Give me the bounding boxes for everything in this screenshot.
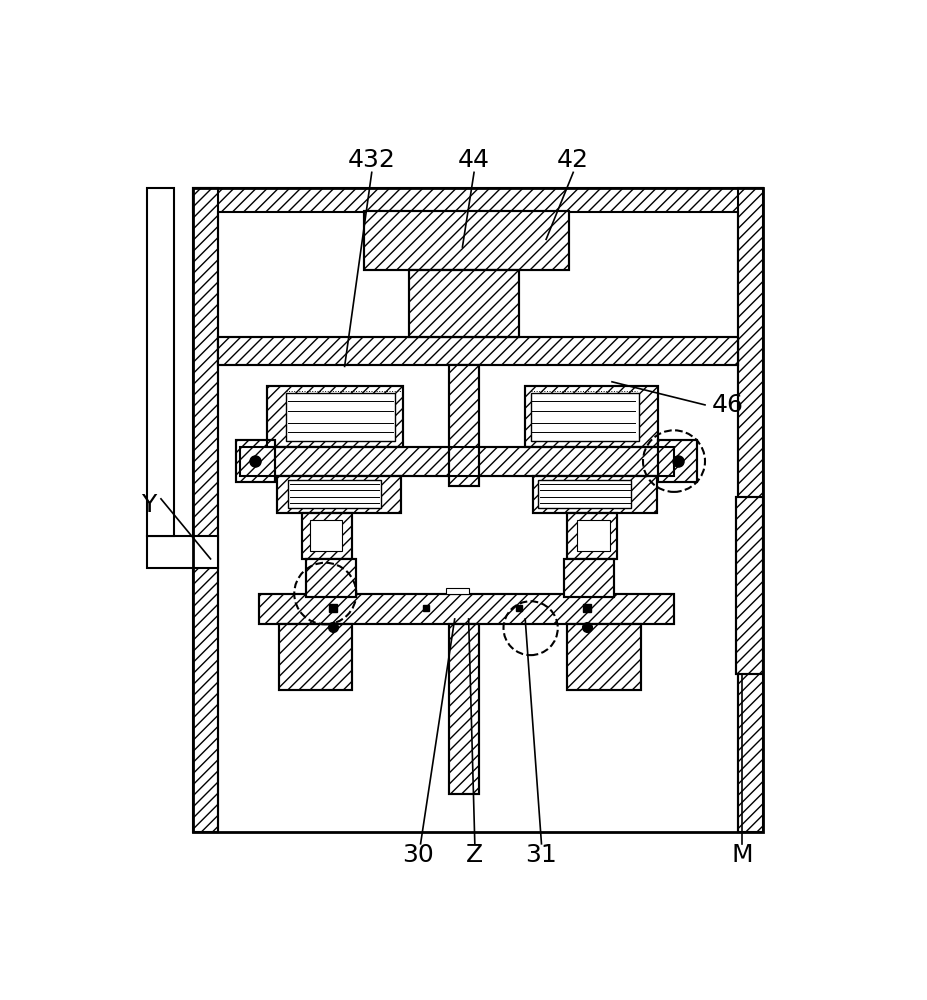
Bar xyxy=(530,393,639,441)
Text: 46: 46 xyxy=(712,393,743,417)
Bar xyxy=(363,211,569,270)
Bar xyxy=(310,520,342,551)
Text: 30: 30 xyxy=(402,843,434,867)
Bar xyxy=(532,476,656,513)
Text: Y: Y xyxy=(141,493,156,517)
Bar xyxy=(194,188,218,832)
Bar xyxy=(259,594,673,624)
Bar xyxy=(735,497,762,674)
Text: 42: 42 xyxy=(556,148,589,172)
Bar xyxy=(538,480,630,508)
Bar xyxy=(409,270,518,337)
Bar xyxy=(306,559,356,597)
Bar xyxy=(449,365,478,486)
Bar xyxy=(446,588,469,594)
Bar xyxy=(532,476,656,513)
Bar xyxy=(525,386,658,447)
Bar xyxy=(146,188,174,536)
Bar xyxy=(658,440,696,482)
Bar xyxy=(409,270,518,337)
Bar xyxy=(278,624,352,690)
Bar xyxy=(449,365,478,486)
Bar xyxy=(235,440,274,482)
Bar xyxy=(267,386,402,447)
Text: 432: 432 xyxy=(348,148,395,172)
Bar xyxy=(146,536,218,568)
Bar xyxy=(301,513,352,559)
Bar xyxy=(566,513,616,559)
Bar xyxy=(278,624,352,690)
Bar xyxy=(735,497,762,674)
Bar xyxy=(194,188,762,832)
Text: Z: Z xyxy=(465,843,482,867)
Bar xyxy=(286,393,395,441)
Bar xyxy=(658,440,696,482)
Bar xyxy=(566,513,616,559)
Bar xyxy=(566,624,640,690)
Bar xyxy=(287,480,381,508)
Bar xyxy=(277,476,400,513)
Bar xyxy=(194,188,762,212)
Bar xyxy=(738,188,762,832)
Bar xyxy=(564,559,614,597)
Bar xyxy=(577,520,609,551)
Bar xyxy=(240,447,673,476)
Bar xyxy=(525,386,658,447)
Bar xyxy=(363,211,569,270)
Bar xyxy=(306,559,356,597)
Bar xyxy=(259,594,673,624)
Text: M: M xyxy=(730,843,752,867)
Bar xyxy=(564,559,614,597)
Bar xyxy=(449,624,478,794)
Bar xyxy=(218,337,738,365)
Bar xyxy=(267,386,402,447)
Bar xyxy=(277,476,400,513)
Text: 44: 44 xyxy=(458,148,489,172)
Bar xyxy=(218,337,738,365)
Bar xyxy=(235,440,274,482)
Bar xyxy=(240,447,673,476)
Bar xyxy=(301,513,352,559)
Bar xyxy=(449,624,478,794)
Bar xyxy=(566,624,640,690)
Text: 31: 31 xyxy=(525,843,556,867)
